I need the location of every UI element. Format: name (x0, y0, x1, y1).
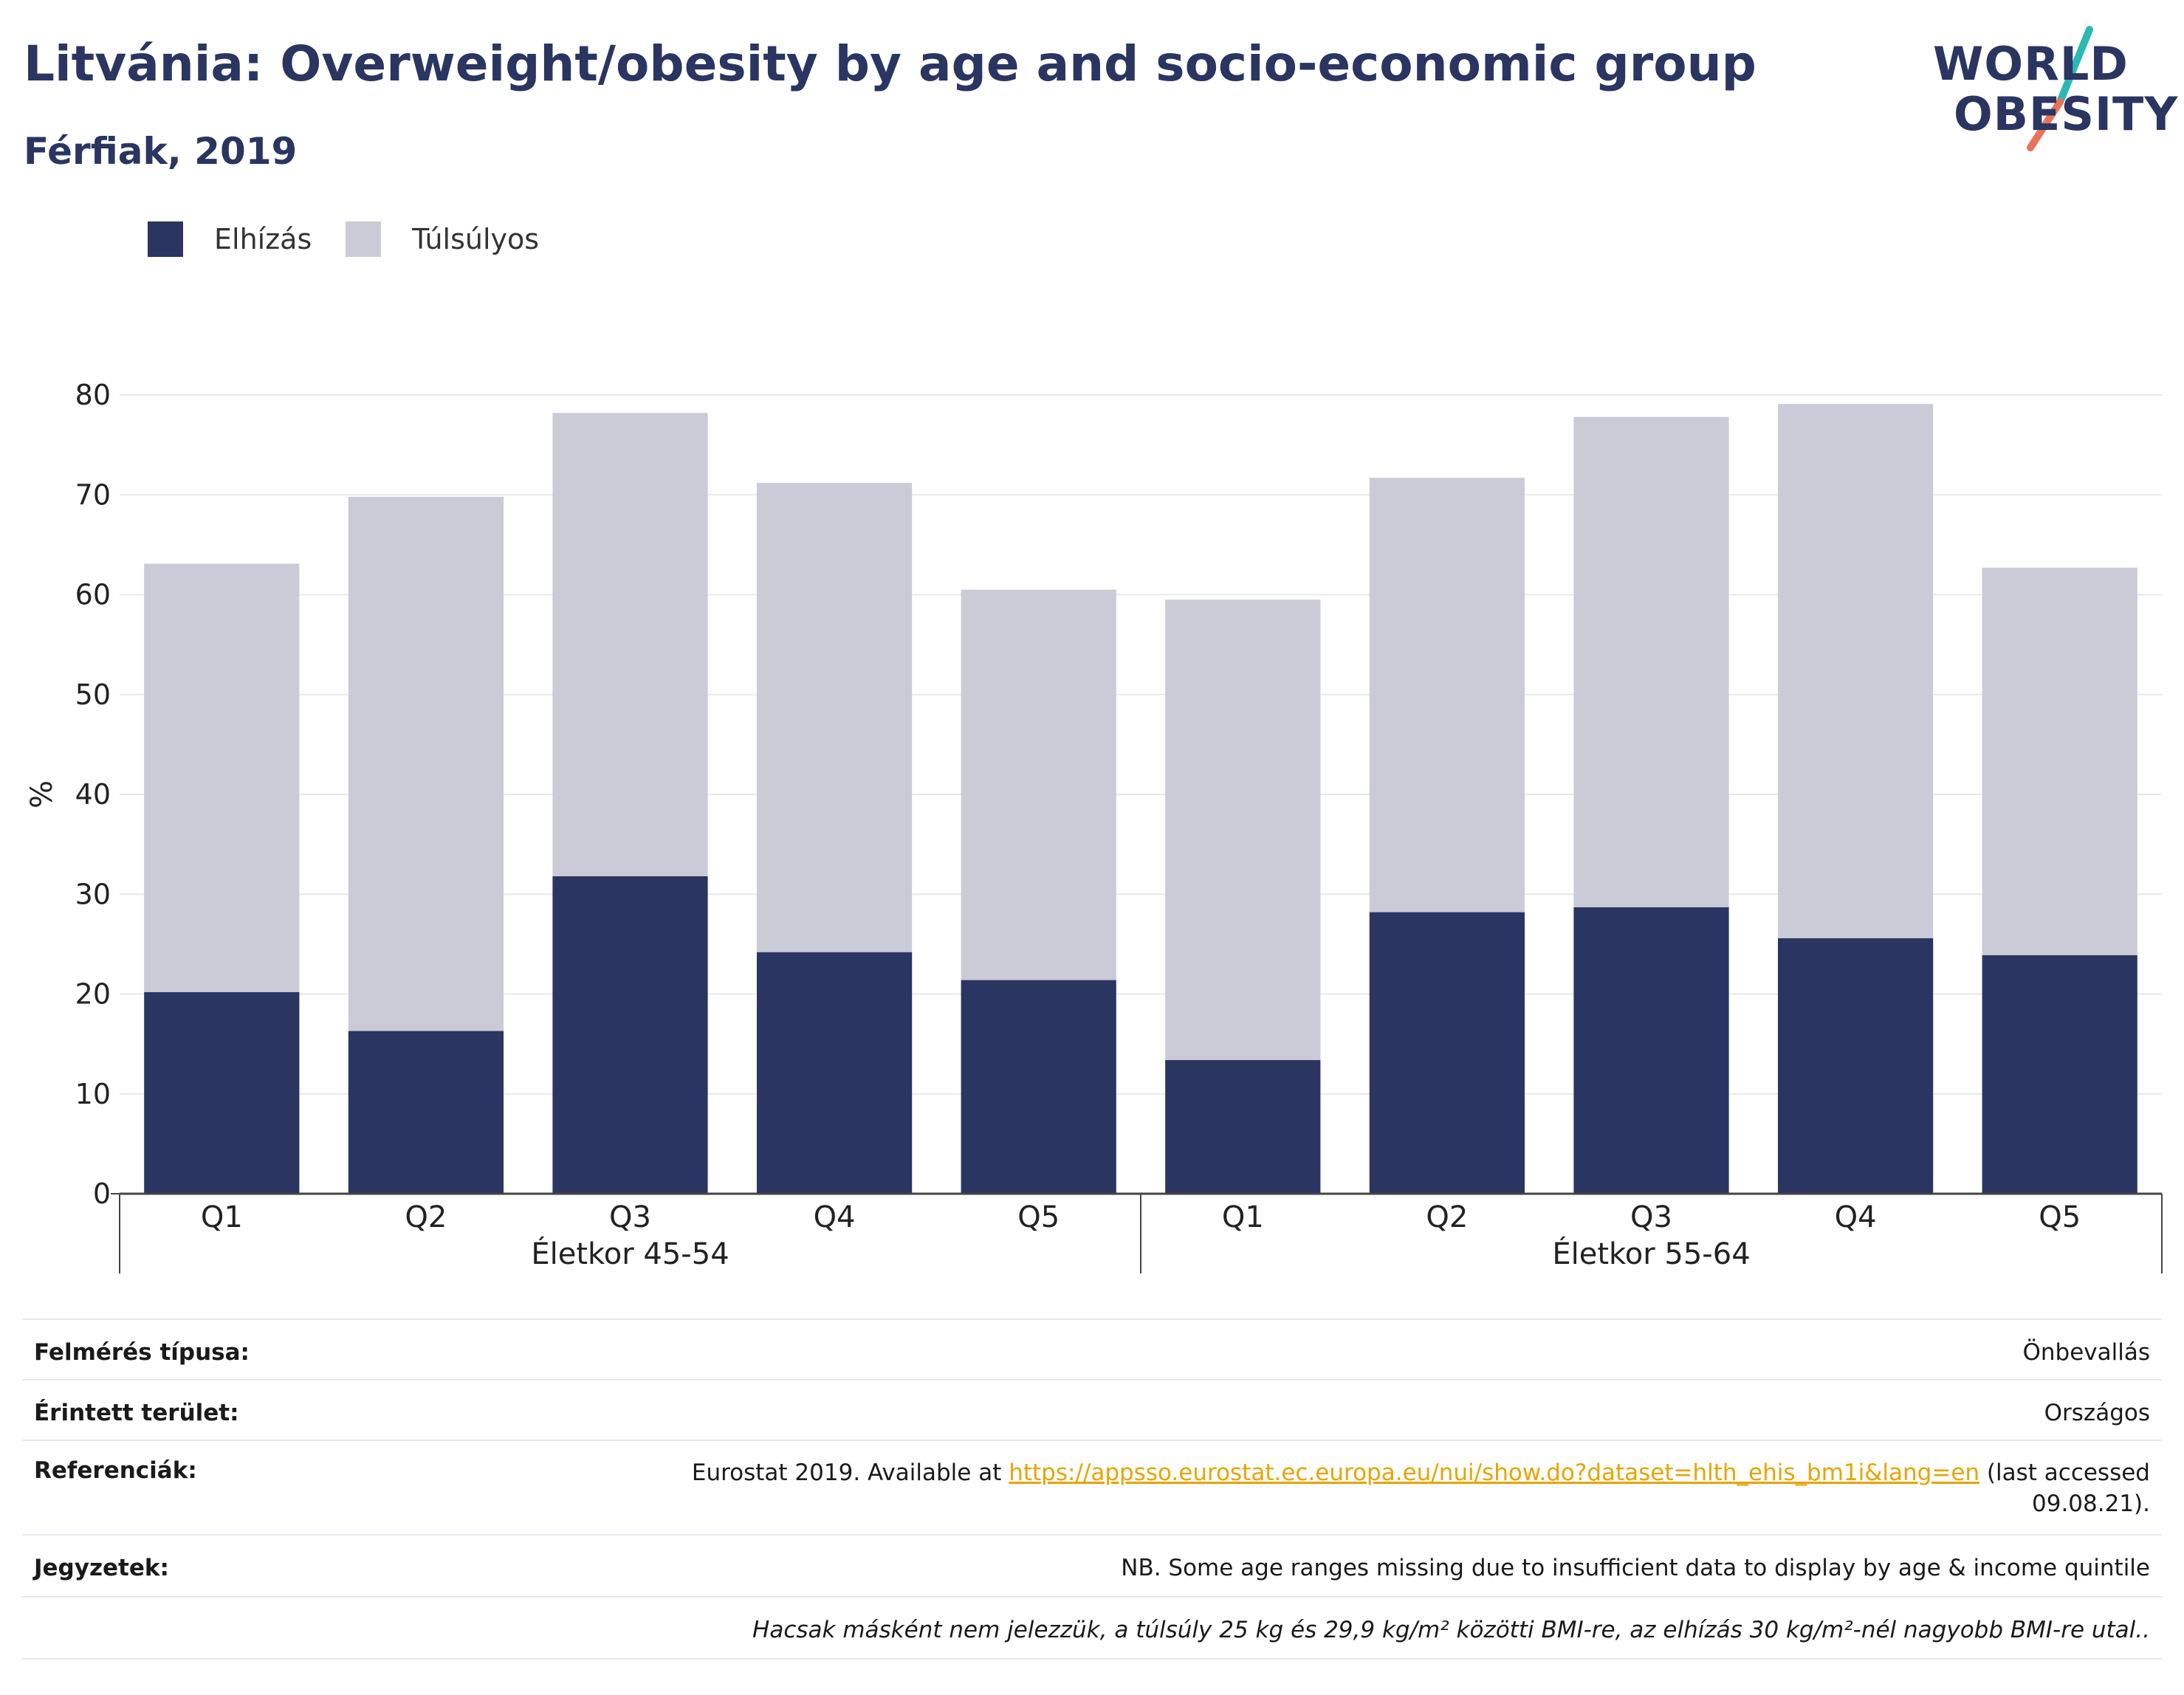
x-group-label: Életkor 55-64 (1552, 1236, 1750, 1271)
chart-title: Litvánia: Overweight/obesity by age and … (24, 35, 1757, 92)
bar-tulsulyos[interactable] (144, 563, 300, 992)
info-label: Érintett terület: (34, 1400, 239, 1426)
bar-tulsulyos[interactable] (1165, 599, 1321, 1060)
x-group-label: Életkor 45-54 (531, 1236, 729, 1271)
bar-tulsulyos[interactable] (1369, 478, 1525, 912)
stacked-bar-chart: 0 10 20 30 40 50 60 70 80% Q1 Q2 Q3 Q4 Q5 Életkor 45-5… (25, 379, 2163, 1273)
chart-subtitle: Férfiak, 2019 (24, 130, 298, 173)
legend-label-elhizas: Elhízás (214, 223, 312, 255)
legend-swatch-elhizas (148, 221, 183, 257)
reference-text: Eurostat 2019. Available at (691, 1460, 1009, 1486)
logo-word-world: WORLD (1933, 37, 2129, 91)
info-value: NB. Some age ranges missing due to insuf… (1121, 1555, 2150, 1581)
bar-elhizas[interactable] (1369, 912, 1525, 1194)
bar-tulsulyos[interactable] (348, 496, 504, 1031)
y-axis-label: % (25, 780, 59, 808)
x-tick-label: Q1 (1222, 1200, 1264, 1234)
info-value: Országos (2044, 1400, 2150, 1426)
bar-elhizas[interactable] (1982, 955, 2137, 1194)
bar-elhizas[interactable] (1777, 938, 1934, 1194)
bar-elhizas[interactable] (552, 876, 708, 1194)
info-row-notes: Jegyzetek: NB. Some age ranges missing d… (22, 1534, 2162, 1596)
bar-tulsulyos[interactable] (1777, 404, 1934, 938)
bar-tulsulyos[interactable] (1573, 416, 1729, 907)
bar-elhizas[interactable] (961, 980, 1116, 1194)
info-value: Önbevallás (2022, 1339, 2150, 1366)
x-tick-label: Q5 (2039, 1200, 2081, 1234)
x-tick-label: Q2 (1426, 1200, 1468, 1234)
reference-text-end: (last accessed (1979, 1460, 2150, 1486)
x-tick-label: Q4 (814, 1200, 856, 1234)
info-label: Felmérés típusa: (34, 1339, 250, 1366)
bar-elhizas[interactable] (1165, 1059, 1321, 1194)
logo-slash-icon (2027, 26, 2093, 151)
info-row-references: Referenciák: Eurostat 2019. Available at… (22, 1440, 2162, 1534)
bar-tulsulyos[interactable] (552, 413, 708, 876)
info-label: Jegyzetek: (34, 1555, 169, 1581)
y-tick-label: 60 (75, 579, 111, 611)
y-tick-label: 0 (93, 1177, 111, 1210)
y-tick-label: 30 (75, 878, 111, 910)
bar-tulsulyos[interactable] (756, 483, 913, 952)
y-tick-label: 20 (75, 978, 111, 1011)
y-tick-label: 70 (75, 478, 111, 511)
legend-label-tulsulyos: Túlsúlyos (412, 223, 540, 255)
x-tick-label: Q3 (609, 1200, 651, 1234)
x-tick-label: Q4 (1835, 1200, 1877, 1234)
reference-link[interactable]: https://appsso.eurostat.ec.europa.eu/nui… (1009, 1460, 1980, 1486)
info-row-survey-type: Felmérés típusa: Önbevallás (22, 1318, 2162, 1379)
bar-elhizas[interactable] (348, 1031, 504, 1194)
reference-date: 09.08.21). (2032, 1491, 2150, 1517)
x-tick-label: Q3 (1630, 1200, 1672, 1234)
info-row-area: Érintett terület: Országos (22, 1379, 2162, 1440)
y-tick-label: 80 (75, 379, 111, 411)
info-table: Felmérés típusa: Önbevallás Érintett ter… (22, 1318, 2162, 1660)
x-tick-label: Q1 (201, 1200, 243, 1234)
info-label: Referenciák: (34, 1457, 197, 1484)
info-row-definition: Hacsak másként nem jelezzük, a túlsúly 2… (22, 1596, 2162, 1660)
logo-word-obesity: OBESITY (1954, 87, 2179, 141)
bar-elhizas[interactable] (756, 952, 913, 1194)
x-tick-label: Q2 (405, 1200, 447, 1234)
bar-tulsulyos[interactable] (1982, 567, 2137, 955)
info-definition-note: Hacsak másként nem jelezzük, a túlsúly 2… (752, 1617, 2150, 1643)
y-tick-label: 40 (75, 778, 111, 811)
info-value: Eurostat 2019. Available at https://apps… (692, 1457, 2150, 1519)
bar-tulsulyos[interactable] (961, 589, 1116, 980)
world-obesity-logo: WORLD OBESITY (1927, 22, 2177, 155)
legend-swatch-tulsulyos (346, 221, 381, 257)
bar-elhizas[interactable] (1573, 907, 1729, 1194)
y-tick-label: 10 (75, 1078, 111, 1110)
y-tick-label: 50 (75, 678, 111, 711)
x-tick-label: Q5 (1017, 1200, 1060, 1234)
bar-elhizas[interactable] (144, 991, 300, 1194)
